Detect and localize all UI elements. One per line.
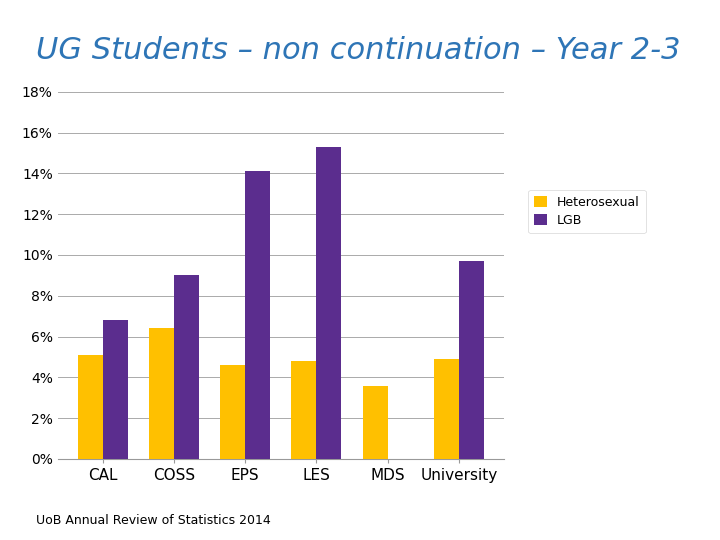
- Bar: [363, 386, 387, 459]
- Bar: [246, 171, 270, 459]
- Legend: Heterosexual, LGB: Heterosexual, LGB: [528, 190, 646, 233]
- Bar: [220, 365, 246, 459]
- Bar: [459, 261, 484, 459]
- Bar: [78, 355, 103, 459]
- Bar: [316, 147, 341, 459]
- Text: UG Students – non continuation – Year 2-3: UG Students – non continuation – Year 2-…: [36, 36, 680, 65]
- Bar: [292, 361, 316, 459]
- Bar: [434, 359, 459, 459]
- Bar: [149, 328, 174, 459]
- Bar: [103, 320, 127, 459]
- Bar: [174, 275, 199, 459]
- Text: UoB Annual Review of Statistics 2014: UoB Annual Review of Statistics 2014: [36, 514, 271, 527]
